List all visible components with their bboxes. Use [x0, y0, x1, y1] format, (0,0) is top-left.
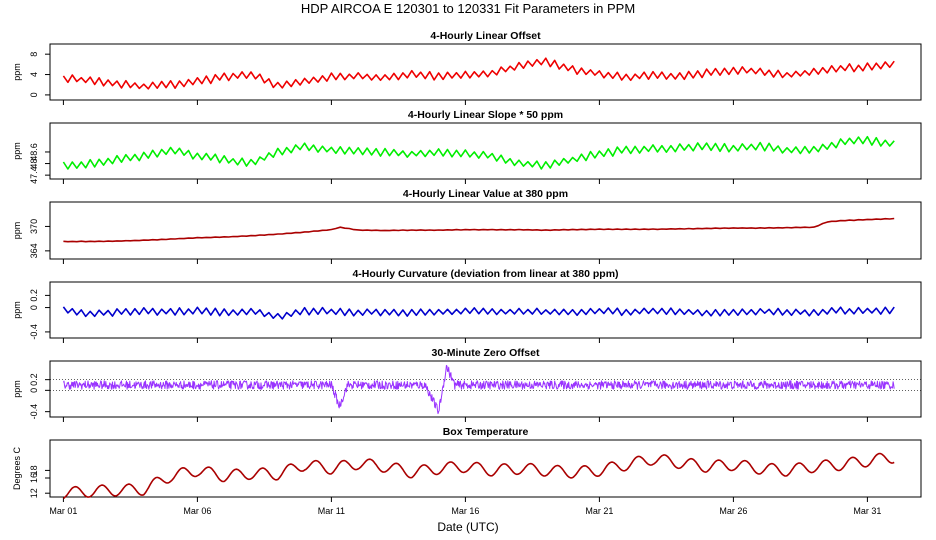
figure-title: HDP AIRCOA E 120301 to 120331 Fit Parame…: [301, 1, 635, 16]
y-axis-label: ppm: [12, 222, 22, 240]
y-tick-label: -0.4: [29, 404, 39, 420]
panel-2: 4-Hourly Linear Slope * 50 ppm ppm 47.4484…: [12, 109, 922, 184]
y-axis-label: ppm: [12, 142, 22, 160]
series-line: [62, 452, 895, 500]
x-tick-label: Mar 31: [853, 506, 881, 516]
panel-title: 4-Hourly Linear Slope * 50 ppm: [408, 109, 563, 121]
y-tick-label: 48: [29, 159, 39, 169]
panel-title: 4-Hourly Linear Offset: [430, 30, 541, 42]
y-tick-label: 0: [29, 305, 39, 310]
panel-5: 30-Minute Zero Offset ppm -0.4 0 0.2: [12, 347, 922, 422]
panel-3: 4-Hourly Linear Value at 380 ppm ppm 364 37…: [12, 188, 922, 264]
x-tick-label: Mar 26: [719, 506, 747, 516]
panel-title: 4-Hourly Curvature (deviation from linea…: [352, 268, 618, 280]
panel-4: 4-Hourly Curvature (deviation from linea…: [12, 268, 922, 343]
panel-frame: [49, 122, 922, 180]
panel-frame: [49, 201, 922, 260]
panel-frame: [49, 281, 922, 339]
y-axis-label: Degrees C: [12, 446, 22, 490]
panel-frame: [49, 439, 922, 498]
x-axis: Mar 01 Mar 06 Mar 11 Mar 16 Mar 21 Mar 26 Mar …: [49, 506, 881, 516]
y-tick-label: 4: [29, 72, 39, 77]
panel-title: Box Temperature: [443, 426, 529, 438]
y-tick-label: -0.4: [29, 324, 39, 340]
y-axis-label: ppm: [12, 380, 22, 398]
x-tick-label: Mar 21: [585, 506, 613, 516]
x-tick-label: Mar 06: [183, 506, 211, 516]
y-tick-label: 0: [29, 388, 39, 393]
y-tick-label: 48.6: [29, 143, 39, 161]
y-tick-label: 0.2: [29, 373, 39, 386]
y-tick-label: 0: [29, 92, 39, 97]
y-axis-label: ppm: [12, 301, 22, 319]
y-tick-label: 364: [29, 243, 39, 258]
y-axis-label: ppm: [12, 63, 22, 81]
x-tick-label: Mar 16: [451, 506, 479, 516]
series-line: [62, 306, 895, 320]
y-tick-label: 8: [29, 52, 39, 57]
series-line: [63, 217, 895, 243]
panel-frame: [49, 43, 922, 101]
y-tick-label: 0.2: [29, 289, 39, 302]
series-line: [62, 135, 895, 170]
x-tick-label: Mar 11: [318, 506, 345, 516]
x-tick-label: Mar 01: [49, 506, 77, 516]
panel-frame: [49, 360, 922, 418]
x-axis-label: Date (UTC): [437, 520, 498, 534]
y-tick-label: 370: [29, 219, 39, 234]
y-tick-label: 16: [29, 473, 39, 483]
panel-title: 30-Minute Zero Offset: [432, 347, 540, 359]
series-line: [62, 57, 895, 90]
panel-title: 4-Hourly Linear Value at 380 ppm: [403, 188, 568, 200]
y-tick-label: 18: [29, 465, 39, 475]
panel-1: 4-Hourly Linear Offset ppm 0 4 8: [12, 30, 922, 105]
y-tick-label: 47.4: [29, 166, 39, 184]
y-tick-label: 12: [29, 488, 39, 498]
series-line: [62, 364, 895, 415]
